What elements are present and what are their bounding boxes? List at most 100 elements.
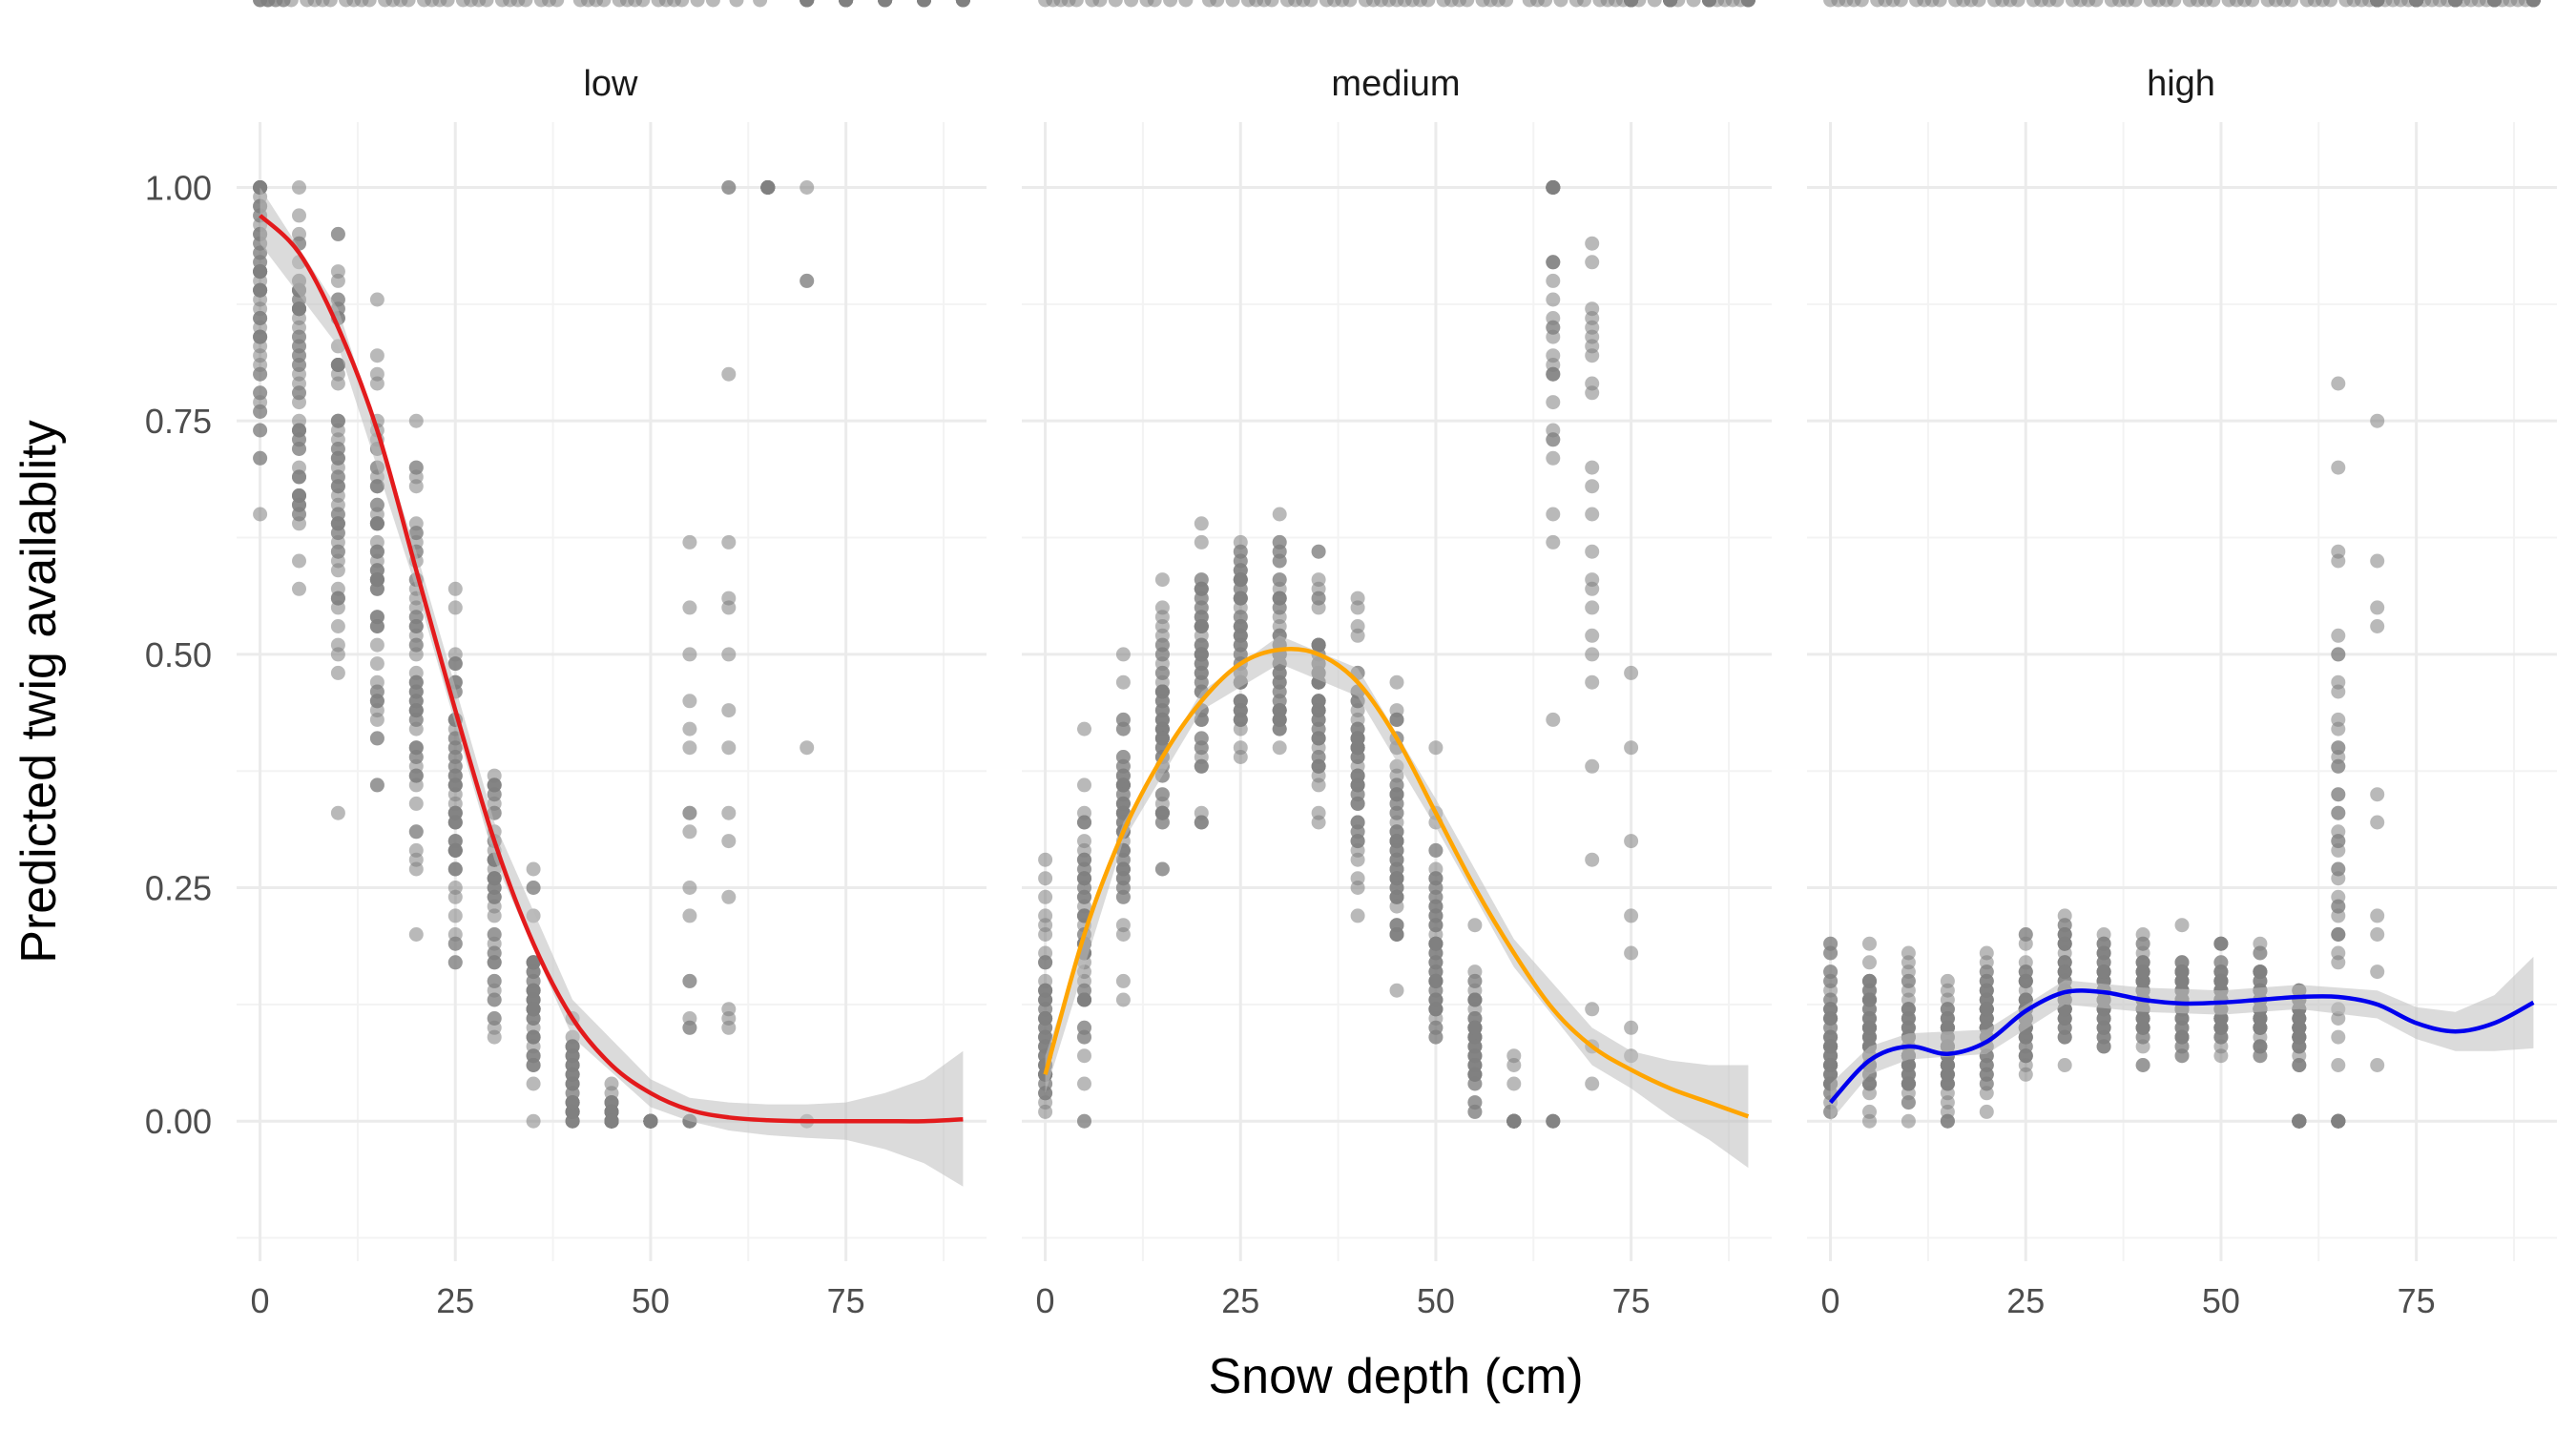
data-point bbox=[2018, 936, 2033, 951]
data-point bbox=[1038, 1011, 1053, 1026]
data-point bbox=[1585, 581, 1600, 596]
data-point bbox=[2393, 0, 2408, 8]
data-point bbox=[2018, 973, 2033, 988]
data-point bbox=[2331, 1011, 2346, 1026]
data-point bbox=[253, 507, 268, 522]
data-point bbox=[408, 516, 424, 531]
y-tick-label: 0.25 bbox=[145, 869, 212, 908]
data-point bbox=[705, 0, 720, 8]
data-point bbox=[1038, 871, 1053, 886]
data-point bbox=[878, 0, 893, 8]
data-point bbox=[1115, 927, 1131, 942]
data-point bbox=[1467, 918, 1483, 933]
data-point bbox=[682, 881, 697, 895]
data-point bbox=[2042, 0, 2057, 8]
data-point bbox=[315, 0, 330, 8]
data-point bbox=[447, 842, 463, 858]
data-point bbox=[1077, 778, 1091, 793]
data-point bbox=[1038, 889, 1053, 904]
data-point bbox=[589, 0, 604, 8]
data-point bbox=[682, 805, 697, 820]
data-point bbox=[487, 1029, 502, 1045]
data-point bbox=[1987, 0, 2002, 8]
data-point bbox=[369, 731, 384, 746]
panel-low: low 0 25 50 75 bbox=[237, 0, 987, 1320]
data-point bbox=[1585, 507, 1600, 522]
data-point bbox=[447, 740, 463, 756]
data-point bbox=[682, 694, 697, 709]
data-point bbox=[1862, 955, 1877, 970]
data-point bbox=[292, 320, 306, 335]
data-point bbox=[1272, 591, 1287, 606]
data-point bbox=[955, 0, 970, 8]
data-point bbox=[1592, 0, 1608, 8]
data-point bbox=[2245, 0, 2260, 8]
data-point bbox=[2128, 0, 2143, 8]
data-point bbox=[1546, 432, 1561, 447]
data-point bbox=[2057, 1029, 2072, 1045]
data-point bbox=[1467, 1058, 1483, 1072]
data-point bbox=[292, 180, 306, 195]
data-point bbox=[1389, 927, 1404, 942]
data-point bbox=[1546, 180, 1561, 195]
data-point bbox=[330, 665, 345, 680]
data-point bbox=[1428, 861, 1444, 877]
data-point bbox=[1077, 815, 1091, 830]
data-point bbox=[651, 0, 666, 8]
data-point bbox=[1823, 1039, 1839, 1054]
data-point bbox=[1624, 740, 1639, 756]
data-point bbox=[2213, 936, 2229, 951]
data-point bbox=[330, 516, 345, 531]
data-point bbox=[1585, 600, 1600, 615]
data-point bbox=[1624, 1020, 1639, 1035]
data-point bbox=[330, 563, 345, 578]
data-point bbox=[1421, 0, 1436, 8]
data-point bbox=[1389, 834, 1404, 849]
data-point bbox=[2370, 964, 2385, 980]
data-point bbox=[369, 637, 384, 653]
data-point bbox=[1272, 694, 1287, 709]
data-point bbox=[2096, 936, 2111, 951]
data-point bbox=[682, 721, 697, 736]
data-point bbox=[1631, 0, 1647, 8]
data-point bbox=[1233, 740, 1248, 756]
panel-title-high: high bbox=[2147, 64, 2215, 104]
data-point bbox=[447, 600, 463, 615]
data-point bbox=[1233, 591, 1248, 606]
data-point bbox=[1546, 366, 1561, 382]
data-point bbox=[1585, 479, 1600, 494]
data-point bbox=[2331, 750, 2346, 764]
panel-curve-low bbox=[259, 214, 964, 1124]
data-point bbox=[1585, 1076, 1600, 1091]
panel-band-medium bbox=[1045, 635, 1749, 1169]
data-point bbox=[1585, 301, 1600, 317]
data-point bbox=[2003, 0, 2018, 8]
data-point bbox=[1624, 834, 1639, 849]
data-point bbox=[1154, 610, 1170, 625]
data-point bbox=[753, 0, 768, 8]
y-tick-label: 0.00 bbox=[145, 1102, 212, 1141]
data-point bbox=[2331, 553, 2346, 569]
data-point bbox=[2174, 918, 2190, 933]
data-point bbox=[800, 180, 815, 195]
data-point bbox=[2057, 1058, 2072, 1072]
data-point bbox=[1311, 703, 1326, 718]
data-point bbox=[1585, 385, 1600, 401]
data-point bbox=[2331, 805, 2346, 820]
panel-x-ticks-low: 0 25 50 75 bbox=[251, 1281, 865, 1320]
data-point bbox=[721, 366, 737, 382]
data-point bbox=[1940, 1058, 1955, 1072]
data-point bbox=[690, 0, 705, 8]
data-point bbox=[1862, 973, 1877, 988]
data-point bbox=[1115, 992, 1131, 1007]
data-point bbox=[1585, 674, 1600, 690]
x-tick-label: 75 bbox=[2398, 1281, 2436, 1320]
data-point bbox=[447, 889, 463, 904]
y-axis-ticks: 0.00 0.25 0.50 0.75 1.00 bbox=[145, 169, 212, 1142]
data-point bbox=[1194, 805, 1209, 820]
data-point bbox=[1358, 0, 1373, 8]
data-point bbox=[2253, 1029, 2268, 1045]
data-point bbox=[1342, 0, 1358, 8]
data-point bbox=[1979, 955, 1994, 970]
data-point bbox=[330, 273, 345, 288]
